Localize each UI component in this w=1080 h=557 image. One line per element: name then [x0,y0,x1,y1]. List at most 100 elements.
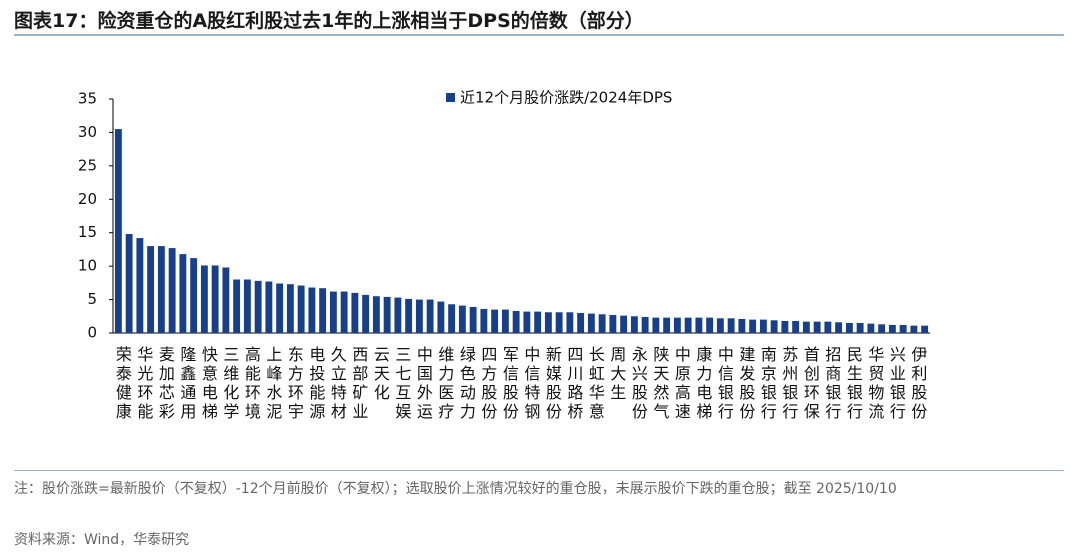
y-tick-label: 30 [78,123,97,141]
bar [265,281,273,333]
x-tick-label: 长虹华意 [586,346,605,422]
bar [695,317,703,333]
bar [243,279,251,333]
bar [641,316,649,333]
bar [394,297,402,333]
x-tick-label: 兴业银行 [887,346,906,422]
bar [867,323,875,333]
bar [759,319,767,333]
legend-swatch [446,93,455,102]
bar [136,238,144,333]
bar [781,320,789,333]
bar [609,314,617,333]
x-tick-label: 三维化学 [220,346,239,422]
bar [157,246,165,333]
bar [620,315,628,333]
x-tick-label: 电投能源 [306,346,325,422]
bar [652,317,660,333]
bar [372,296,380,333]
bar [448,304,456,333]
bar [824,321,832,333]
bar [577,312,585,333]
x-tick-label: 军信股份 [500,346,519,422]
y-tick-label: 20 [78,190,97,208]
x-tick-label: 四川路桥 [564,346,583,422]
chart-title: 图表17：险资重仓的A股红利股过去1年的上涨相当于DPS的倍数（部分） [14,10,644,32]
x-tick-label: 陕天然气 [650,346,669,422]
x-tick-label: 绿色动力 [457,346,476,422]
bar [598,314,606,333]
bar [405,298,413,333]
bar [491,309,499,333]
x-tick-label: 首创环保 [801,346,820,422]
note-rule [14,470,1064,471]
bar [813,321,821,333]
bar [878,324,886,333]
bar [673,317,681,333]
bar [802,321,810,333]
x-tick-label: 荣泰健康 [113,346,132,422]
bar [276,283,284,333]
y-tick-label: 5 [87,290,97,308]
bar [910,325,918,333]
bar [921,325,929,333]
bar [630,316,638,333]
bar [319,288,327,333]
bar [512,310,520,333]
bar [254,280,262,333]
bar [716,318,724,333]
note: 注：股价涨跌=最新股价（不复权）-12个月前股价（不复权）；选取股价上涨情况较好… [14,481,897,497]
y-tick-label: 10 [78,257,97,275]
bar [125,234,133,333]
x-tick-label: 招商银行 [822,346,841,422]
x-tick-label: 中原高速 [672,346,691,422]
bar [480,308,488,333]
bar [308,287,316,333]
x-tick-label: 中国外运 [414,346,433,422]
bar [566,312,574,333]
bar [856,322,864,333]
x-tick-label: 云天化 [371,346,390,403]
bar [351,292,359,333]
bar [770,320,778,333]
title-rule [14,34,1064,36]
bar [179,254,187,333]
source: 资料来源：Wind，华泰研究 [14,532,190,548]
bar [501,309,509,333]
x-tick-label: 建发股份 [736,346,755,422]
bar [190,258,198,333]
x-tick-label: 西部矿业 [349,346,368,422]
x-tick-label: 维力医疗 [435,346,454,422]
x-tick-label: 伊利股份 [908,346,927,422]
bar [738,318,746,333]
y-tick-label: 25 [78,156,97,174]
x-tick-label: 三七互娱 [392,346,411,422]
bar [706,317,714,333]
bar [437,301,445,333]
x-tick-label: 麦加芯彩 [156,346,175,422]
x-tick-label: 苏州银行 [779,346,798,422]
bar [362,294,370,333]
y-tick-label: 0 [87,324,97,342]
x-tick-label: 永兴股份 [629,346,648,422]
x-tick-label: 新媒股份 [543,346,562,422]
bar [415,299,423,333]
bar [383,296,391,333]
bar [727,318,735,333]
bar [114,129,122,333]
bar [200,265,208,333]
bar [534,311,542,333]
x-tick-label: 四方股份 [478,346,497,422]
bar [792,320,800,333]
x-tick-label: 高能环境 [242,346,261,422]
x-tick-label: 康力电梯 [693,346,712,422]
bar [749,319,757,333]
bar [663,317,671,333]
bar [329,291,337,333]
bar [523,311,531,333]
x-tick-label: 东方环宇 [285,346,304,422]
bar [233,279,241,333]
legend-label: 近12个月股价涨跌/2024年DPS [460,89,672,107]
x-tick-label: 中信银行 [715,346,734,422]
